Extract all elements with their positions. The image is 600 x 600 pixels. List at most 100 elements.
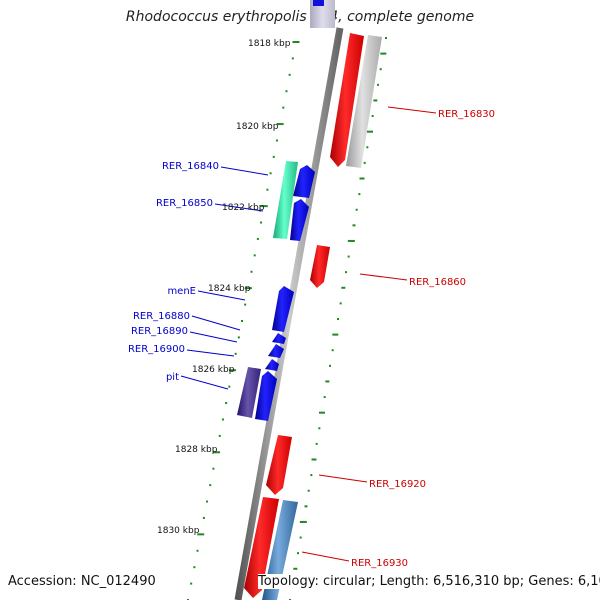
backbone [234,27,344,600]
gc-dot [276,123,284,126]
tick-1824: 1824 kbp [208,284,251,294]
gc-dot [347,239,355,242]
label-RER_16830: RER_16830 [438,109,495,120]
gc-dot [193,566,196,569]
label-RER_16900: RER_16900 [128,344,185,355]
gc-dot [304,505,308,508]
gc-skew-dots [187,37,387,600]
gc-dot [329,364,331,367]
gc-dot [307,489,310,492]
map-title: Rhodococcus erythropolis PR4, complete g… [125,9,475,25]
gc-dot [363,161,366,164]
gene-RER_16930 [244,497,279,598]
gc-dot [310,474,313,477]
scale-ticks: 1818 kbp 1820 kbp 1822 kbp 1824 kbp 1826… [157,39,291,536]
gc-dot [221,418,224,421]
tick-1826: 1826 kbp [192,365,235,375]
gc-dot [282,106,285,109]
label-RER_16930: RER_16930 [351,558,408,569]
gc-dot [269,172,272,175]
gc-dot [237,336,240,339]
gc-dot [250,270,253,273]
tick-1830: 1830 kbp [157,526,200,536]
gc-dot [332,333,339,336]
tick-1822: 1822 kbp [222,203,265,213]
gc-dot [228,385,231,388]
gene-RER_16850 [290,199,309,241]
gc-dot [299,520,307,523]
gc-dot [256,237,259,240]
gc-dot [288,73,291,76]
gc-dot [244,287,252,290]
label-RER_16840: RER_16840 [162,161,219,172]
gc-dot [202,516,205,519]
gc-dot [218,434,221,437]
topology-text: Topology: circular; Length: 6,516,310 bp… [258,574,600,589]
gene-RER_16920 [266,435,292,495]
gc-dot [385,37,387,39]
gc-dot [285,90,288,93]
gc-dot [291,57,294,60]
gc-dot [209,484,212,487]
gc-dot [299,536,302,539]
tick-1820: 1820 kbp [236,122,279,132]
label-RER_16920: RER_16920 [369,479,426,490]
gc-dot [272,155,275,158]
label-RER_16850: RER_16850 [156,198,213,209]
gc-dot [379,68,382,71]
accession-text: Accession: NC_012490 [8,574,156,589]
gc-dot [367,130,373,133]
gc-dot [292,41,300,43]
gc-dot [371,115,374,118]
gc-dot [266,188,269,191]
gc-dot [380,52,387,55]
gc-dot [260,205,268,208]
gc-dot [241,320,243,322]
gc-dot [341,286,346,289]
gc-dot [359,177,365,180]
gc-dot [275,139,278,142]
gene-menE [272,286,294,332]
gene-pit [255,371,277,421]
label-RER_16860: RER_16860 [409,277,466,288]
label-pit: pit [166,372,179,383]
gene-RER_16860 [310,245,330,288]
gc-dot [244,303,247,306]
gc-dot [331,349,334,352]
gc-dot [234,352,237,355]
leader-lines [180,106,437,562]
gc-dot [377,83,379,86]
gc-dot [358,193,361,196]
gc-dot [319,411,325,414]
gc-dot [323,396,326,399]
gc-dot [190,582,193,585]
label-RER_16890: RER_16890 [131,326,188,337]
tick-1828: 1828 kbp [175,445,218,455]
label-RER_16880: RER_16880 [133,311,190,322]
cog-RER_16840 [273,161,298,239]
gene-RER_16890 [268,344,284,358]
gc-dot [347,255,350,258]
gc-dot [212,467,215,470]
gc-dot [311,458,317,461]
gene-RER_16830 [330,33,364,167]
gc-dot [197,533,205,536]
gc-dot [337,318,339,320]
gc-dot [339,302,342,305]
gc-dot [366,146,369,149]
gc-dot [206,500,209,503]
label-menE: menE [167,286,196,297]
gc-dot [225,402,228,405]
gc-dot [325,380,330,383]
gc-dot [318,427,321,430]
gc-dot [373,99,378,102]
gc-dot [253,254,256,257]
gc-dot [297,552,299,555]
tick-1818: 1818 kbp [248,39,291,49]
gene-labels: RER_16830 RER_16860 RER_16920 RER_16930 … [128,109,495,569]
gc-dot [352,224,356,227]
cog-pit [237,367,261,418]
gc-dot [213,451,221,454]
gc-dot [228,369,236,372]
